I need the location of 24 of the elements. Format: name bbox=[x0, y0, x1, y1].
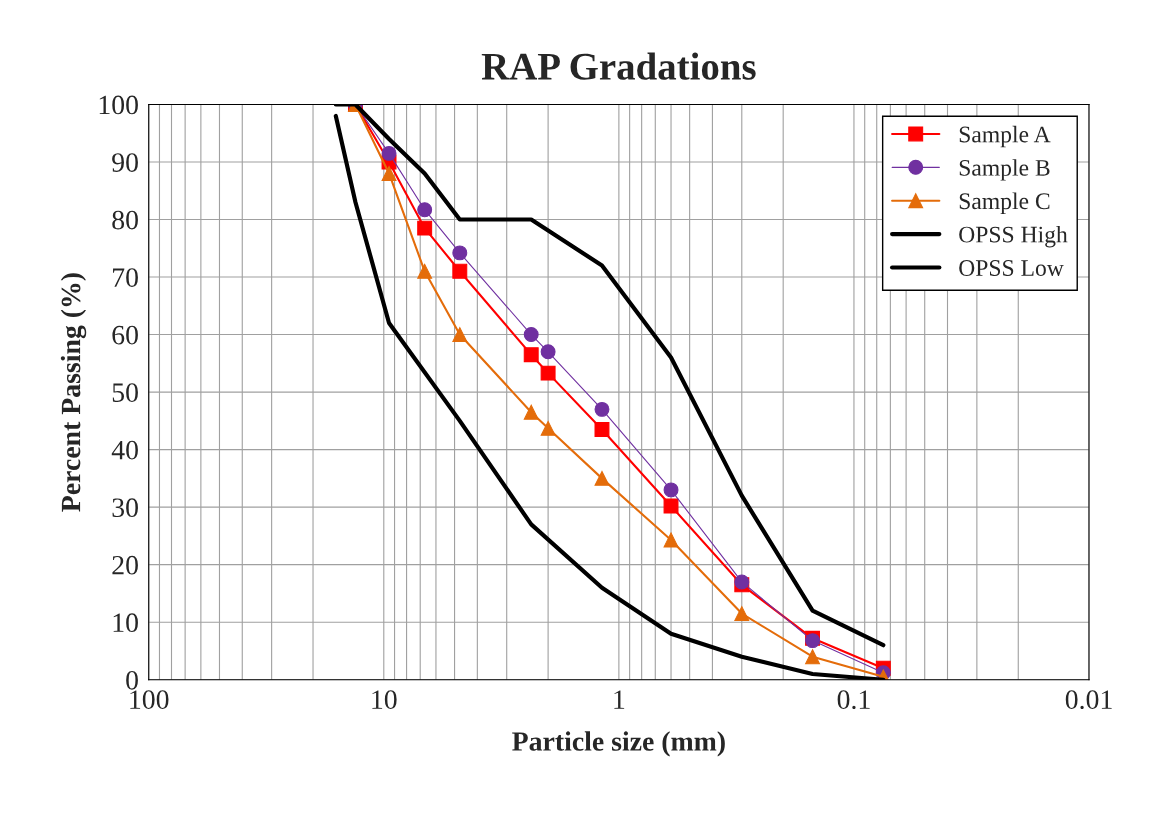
y-tick-label: 10 bbox=[113, 613, 138, 633]
y-tick-label: 100 bbox=[99, 95, 138, 115]
legend-label: Sample A bbox=[959, 125, 1051, 148]
legend-label: Sample B bbox=[959, 159, 1050, 181]
y-tick-label: 50 bbox=[112, 383, 138, 402]
x-tick-label: 1 bbox=[614, 690, 625, 709]
y-axis-title: Percent Passing (%) bbox=[60, 273, 87, 512]
y-tick-label: 60 bbox=[112, 325, 138, 345]
y-tick-label: 80 bbox=[112, 210, 138, 230]
legend-label: OPSS High bbox=[959, 225, 1068, 248]
y-tick-label: 70 bbox=[113, 268, 138, 287]
x-tick-label: 10 bbox=[372, 690, 397, 709]
y-tick-label: 90 bbox=[112, 153, 138, 172]
y-tick-label: 20 bbox=[112, 555, 138, 575]
x-tick-label: 0.01 bbox=[1065, 690, 1112, 710]
y-tick-label: 0 bbox=[126, 670, 138, 690]
x-axis-title: Particle size (mm) bbox=[512, 731, 725, 757]
x-tick-label: 100 bbox=[130, 690, 169, 709]
legend-label: Sample C bbox=[959, 192, 1050, 214]
y-tick-label: 40 bbox=[111, 440, 138, 460]
chart-title: RAP Gradations bbox=[481, 52, 756, 80]
y-tick-label: 30 bbox=[112, 498, 138, 518]
legend-label: OPSS Low bbox=[959, 260, 1064, 276]
x-tick-label: 0.1 bbox=[837, 690, 870, 710]
